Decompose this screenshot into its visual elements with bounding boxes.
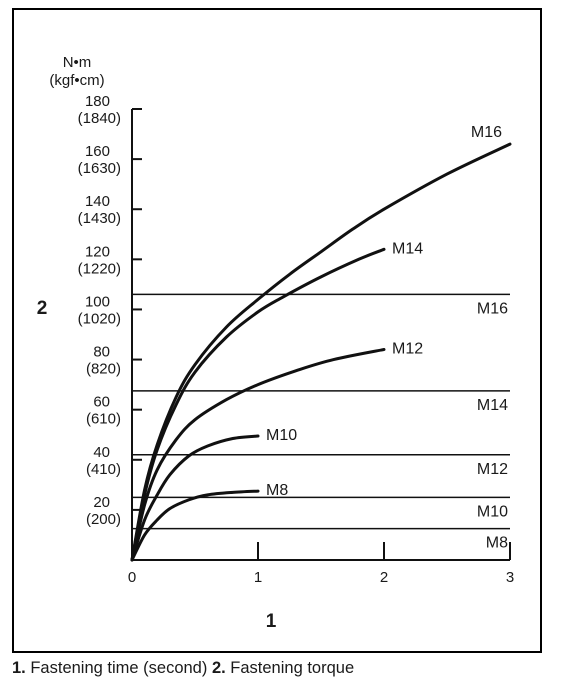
y-tick-label: 20 <box>93 494 110 511</box>
y-tick-sublabel: (410) <box>86 461 121 478</box>
y-tick-label: 140 <box>85 193 110 210</box>
caption-number-1: 1. <box>12 659 26 677</box>
curve-label-m16: M16 <box>471 124 502 141</box>
y-axis-marker: 2 <box>37 298 48 319</box>
x-tick-label: 0 <box>128 569 136 586</box>
chart-frame: N•m (kgf•cm) 2 1 M8 M10 M12 M14 M16 0 1 2 3 20 (2… <box>12 8 542 653</box>
y-tick-sublabel: (1430) <box>78 210 121 227</box>
y-tick-sublabel: (200) <box>86 511 121 528</box>
torque-curves <box>130 142 512 562</box>
y-tick-sublabel: (1630) <box>78 160 121 177</box>
y-tick-label: 80 <box>93 344 110 361</box>
curve-label-m8: M8 <box>266 482 288 499</box>
x-tick-label: 3 <box>506 569 514 586</box>
curve-m10 <box>130 434 260 562</box>
x-axis-marker: 1 <box>266 611 277 632</box>
y-tick-label: 120 <box>85 243 110 260</box>
x-tick-label: 2 <box>380 569 388 586</box>
caption-text-1: Fastening time (second) <box>25 659 212 677</box>
y-tick-sublabel: (610) <box>86 411 121 428</box>
y-tick-label: 100 <box>85 293 110 310</box>
reference-label-m12: M12 <box>477 461 508 478</box>
figure-caption: 1. Fastening time (second) 2. Fastening … <box>12 659 354 678</box>
reference-label-m14: M14 <box>477 397 508 414</box>
caption-number-2: 2. <box>211 659 226 677</box>
y-tick-sublabel: (1220) <box>78 260 121 277</box>
y-tick-label: 180 <box>85 93 110 110</box>
curve-label-m14: M14 <box>392 240 423 257</box>
reference-label-m8: M8 <box>486 535 508 552</box>
curve-m14 <box>130 247 386 562</box>
curve-m8 <box>130 489 260 562</box>
x-tick-label: 1 <box>254 569 262 586</box>
curve-label-m10: M10 <box>266 427 297 444</box>
reference-label-m16: M16 <box>477 300 508 317</box>
reference-label-m10: M10 <box>477 503 508 520</box>
y-unit-label: N•m (kgf•cm) <box>49 54 104 89</box>
y-tick-sublabel: (1840) <box>78 110 121 127</box>
axes: 0 1 2 3 20(200) 40(410) 60(610) 80(820) 100(1020… <box>78 93 515 586</box>
caption-text-2: Fastening torque <box>225 659 355 677</box>
y-tick-label: 160 <box>85 143 110 160</box>
y-tick-label: 40 <box>93 444 110 461</box>
y-tick-label: 60 <box>93 394 110 411</box>
curve-m16 <box>130 142 512 562</box>
curve-labels: M8 M10 M12 M14 M16 <box>266 124 502 499</box>
y-tick-sublabel: (820) <box>86 361 121 378</box>
y-unit-kgfcm: (kgf•cm) <box>49 72 104 89</box>
y-tick-sublabel: (1020) <box>78 310 121 327</box>
y-unit-nm: N•m <box>63 54 92 71</box>
curve-label-m12: M12 <box>392 341 423 358</box>
reference-lines: M8 M10 M12 M14 M16 <box>132 293 510 552</box>
torque-chart: N•m (kgf•cm) 2 1 M8 M10 M12 M14 M16 0 1 2 3 20(2… <box>37 54 515 632</box>
curve-m12 <box>130 348 386 562</box>
